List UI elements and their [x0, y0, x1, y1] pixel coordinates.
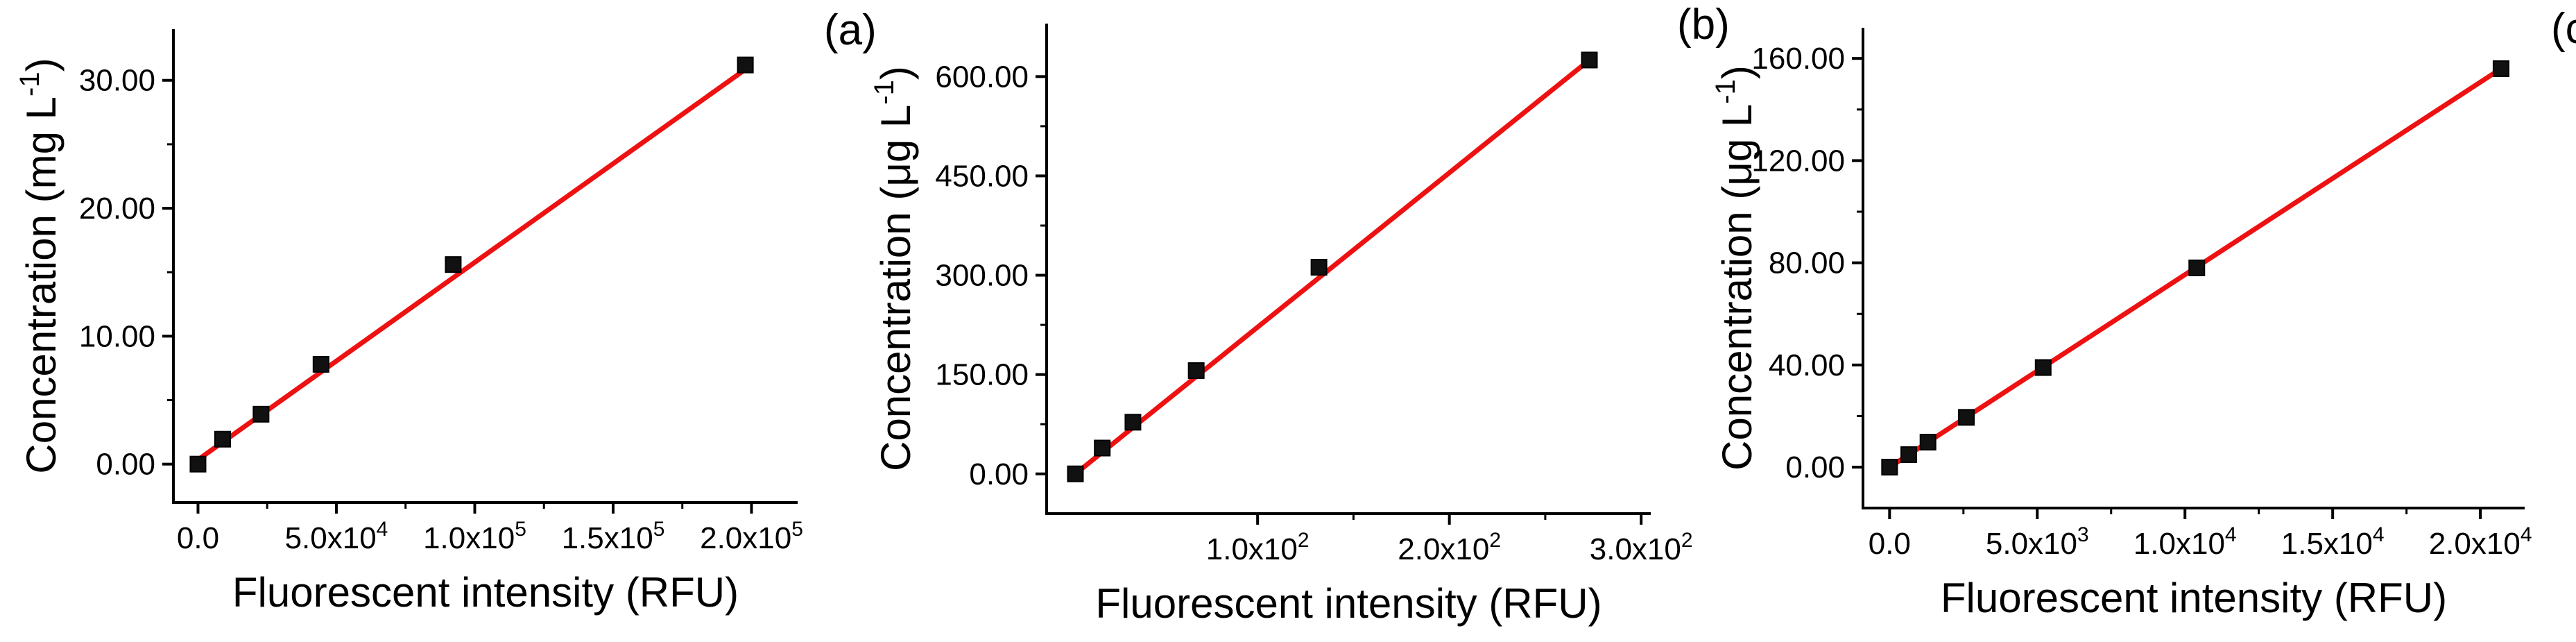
- data-point: [1919, 434, 1937, 451]
- x-tick-label: 1.5x104: [2281, 523, 2385, 561]
- axes: [172, 29, 798, 504]
- y-tick-label: 0.00: [969, 457, 1029, 491]
- y-tick-label: 450.00: [935, 159, 1029, 193]
- data-point: [1900, 446, 1918, 464]
- data-point: [312, 355, 329, 373]
- data-point: [737, 56, 754, 74]
- x-tick-label: 5.0x104: [285, 518, 388, 555]
- y-tick-label: 0.00: [96, 448, 155, 482]
- y-tick-label: 160.00: [1751, 42, 1845, 76]
- y-tick-label: 30.00: [79, 64, 155, 98]
- x-tick-label: 1.5x105: [562, 518, 665, 555]
- x-tick-label: 1.0x104: [2133, 523, 2237, 561]
- axes: [1862, 28, 2525, 509]
- x-tick-label: 1.0x105: [423, 518, 526, 555]
- x-axis-title: Fluorescent intensity (RFU): [232, 569, 739, 616]
- y-tick-label: 20.00: [79, 192, 155, 226]
- data-point: [445, 256, 462, 273]
- y-axis-title: Concentration (μg L-1): [1710, 65, 1760, 471]
- data-point: [2188, 260, 2206, 276]
- fit-line: [190, 62, 753, 466]
- panel-label: (b): [1677, 1, 1730, 49]
- x-tick-label: 0.0: [1869, 527, 1911, 561]
- data-point: [1187, 362, 1205, 379]
- x-axis-title: Fluorescent intensity (RFU): [1095, 580, 1602, 627]
- y-axis-title: Concentration (μg L-1): [869, 66, 919, 471]
- data-point: [1124, 414, 1142, 431]
- y-tick-label: 0.00: [1785, 450, 1845, 484]
- panel-label: (c): [2551, 5, 2576, 53]
- y-tick-label: 150.00: [935, 358, 1029, 392]
- x-tick-label: 1.0x102: [1206, 529, 1310, 566]
- data-point: [1881, 459, 1898, 476]
- data-point: [1581, 51, 1598, 69]
- x-axis-title: Fluorescent intensity (RFU): [1941, 575, 2447, 621]
- x-tick-label: 3.0x102: [1590, 529, 1693, 566]
- data-point: [1310, 259, 1328, 276]
- x-tick-label: 5.0x103: [1986, 523, 2089, 561]
- data-point: [1094, 439, 1111, 457]
- y-tick-label: 80.00: [1769, 246, 1845, 280]
- y-tick-label: 40.00: [1769, 348, 1845, 382]
- data-point: [1958, 409, 1975, 426]
- y-tick-label: 300.00: [935, 259, 1029, 293]
- x-tick-label: 2.0x105: [700, 518, 803, 555]
- chart-panel-2: 0.00 150.00 300.00 450.00 600.00 1.0x102 2.0x1…: [869, 1, 1730, 627]
- data-point: [2492, 60, 2509, 77]
- data-point: [252, 405, 270, 423]
- x-tick-label: 0.0: [177, 521, 219, 555]
- chart-panel-1: 0.00 10.00 20.00 30.00 0.0 5.0x104 1.0x105 1.5x…: [15, 6, 877, 616]
- y-tick-label: 10.00: [79, 319, 155, 353]
- x-tick-label: 2.0x102: [1398, 529, 1501, 566]
- y-tick-label: 600.00: [935, 60, 1029, 94]
- panel-label: (a): [824, 6, 877, 54]
- x-tick-label: 2.0x104: [2429, 523, 2532, 561]
- fit-line: [1074, 58, 1591, 476]
- axes: [1045, 24, 1651, 515]
- data-point: [189, 455, 207, 473]
- y-axis-title: Concentration (mg L-1): [15, 58, 65, 473]
- data-point: [1067, 465, 1084, 482]
- chart-panel-3: 0.00 40.00 80.00 120.00 160.00 0.0 5.0x103 1.0x…: [1710, 5, 2576, 621]
- data-point: [214, 430, 231, 448]
- y-tick-label: 120.00: [1751, 144, 1845, 178]
- data-point: [2034, 359, 2052, 376]
